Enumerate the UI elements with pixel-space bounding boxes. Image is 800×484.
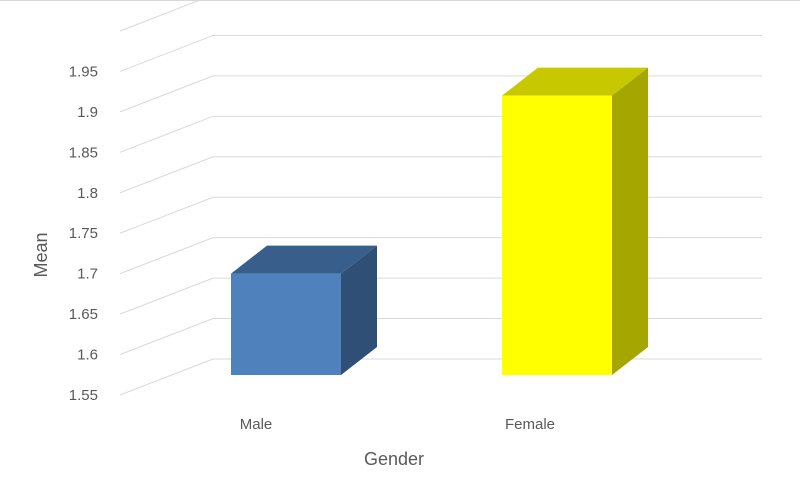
bar-side-face <box>341 245 377 375</box>
bar-front-face <box>502 95 612 375</box>
y-tick-label: 1.6 <box>77 347 98 364</box>
gridline <box>119 237 762 275</box>
gridline <box>119 156 762 194</box>
bar-front-face <box>231 273 341 375</box>
y-tick-label: 1.7 <box>77 266 98 283</box>
gridline <box>119 1 199 32</box>
bar-top-face <box>231 245 377 274</box>
bars <box>231 67 648 375</box>
gridline <box>119 277 762 315</box>
gridline <box>119 196 762 234</box>
bar-top-face <box>502 67 648 96</box>
y-tick-label: 1.95 <box>69 63 98 80</box>
bar-male <box>231 245 377 375</box>
x-category-label: Male <box>240 416 273 433</box>
gridline <box>119 358 762 396</box>
y-tick-label: 1.65 <box>69 306 98 323</box>
y-axis-title: Mean <box>31 232 51 277</box>
x-axis-categories: Male Female <box>240 416 555 433</box>
gridline <box>119 75 762 113</box>
y-tick-label: 1.85 <box>69 144 98 161</box>
gridlines <box>119 1 762 396</box>
y-tick-label: 1.9 <box>77 104 98 121</box>
x-axis-title: Gender <box>364 449 424 469</box>
bar-side-face <box>612 67 648 375</box>
y-tick-label: 1.8 <box>77 185 98 202</box>
y-axis-ticks: 1.55 1.6 1.65 1.7 1.75 1.8 1.85 1.9 1.95 <box>69 63 98 404</box>
y-tick-label: 1.75 <box>69 225 98 242</box>
x-category-label: Female <box>505 416 555 433</box>
gridline <box>119 115 762 153</box>
bar-female <box>502 67 648 375</box>
gridline <box>119 34 762 72</box>
gridline <box>119 318 762 356</box>
y-tick-label: 1.55 <box>69 387 98 404</box>
